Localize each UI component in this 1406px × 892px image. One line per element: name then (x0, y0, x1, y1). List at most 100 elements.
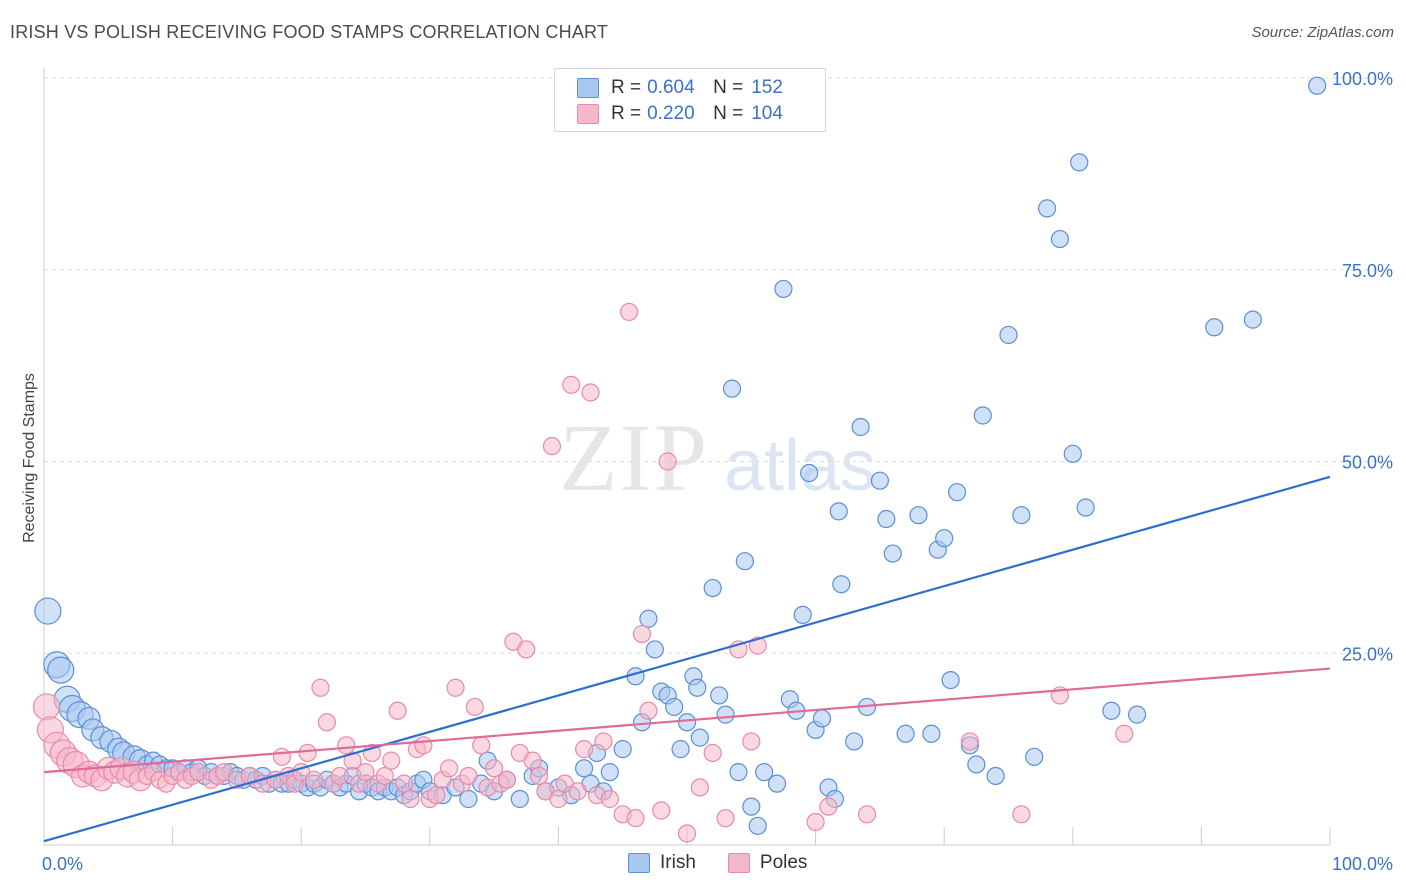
data-point (665, 697, 684, 717)
data-point (530, 766, 549, 786)
data-point (272, 747, 292, 766)
data-point (703, 743, 722, 763)
data-point (742, 797, 761, 816)
poles-points (32, 302, 1134, 843)
data-point (677, 824, 697, 843)
data-point (1308, 76, 1327, 95)
grid-lines (44, 77, 1392, 654)
data-point (829, 502, 848, 521)
data-point (652, 801, 671, 820)
data-point (1205, 318, 1224, 337)
r-label: R = (611, 77, 642, 98)
data-point (947, 483, 967, 502)
n-value: 104 (751, 103, 783, 124)
data-point (542, 437, 562, 456)
trend-lines (43, 475, 1331, 843)
data-point (439, 759, 459, 778)
x-tick-label: 0.0% (42, 854, 83, 874)
chart-title: IRISH VS POLISH RECEIVING FOOD STAMPS CO… (10, 22, 609, 42)
data-point (748, 816, 767, 835)
poles-swatch (577, 104, 599, 124)
data-point (716, 809, 735, 828)
data-point (941, 670, 960, 690)
r-value: 0.220 (647, 103, 695, 124)
data-point (755, 763, 774, 782)
data-point (304, 770, 324, 789)
data-point (967, 755, 986, 774)
data-point (812, 709, 832, 728)
data-point (1102, 701, 1121, 720)
legend-label-poles: Poles (759, 852, 808, 873)
data-point (549, 789, 568, 809)
n-label: N = (713, 103, 744, 124)
data-point (735, 552, 754, 571)
r-value: 0.604 (647, 77, 695, 98)
data-point (639, 701, 658, 720)
r-label: R = (611, 103, 642, 124)
n-label: N = (713, 77, 744, 98)
data-point (806, 812, 825, 832)
data-point (523, 751, 542, 770)
data-point (32, 693, 61, 721)
data-point (677, 713, 697, 732)
x-tick-label: 100.0% (1332, 854, 1393, 874)
data-point (767, 774, 787, 793)
tick-labels: 25.0% 50.0% 75.0% 100.0% 0.0% 100.0% (42, 69, 1393, 874)
data-point (671, 740, 690, 759)
n-value: 152 (751, 77, 783, 98)
data-point (973, 406, 992, 425)
data-point (485, 759, 504, 778)
data-point (1127, 705, 1147, 724)
data-point (845, 732, 864, 751)
data-point (414, 736, 433, 755)
data-point (34, 597, 62, 625)
data-point (1012, 805, 1031, 824)
data-point (472, 736, 491, 755)
data-point (896, 724, 915, 743)
data-point (427, 786, 446, 805)
data-point (600, 763, 619, 782)
legend-label-irish: Irish (660, 852, 696, 873)
data-point (568, 782, 587, 801)
data-point (401, 789, 420, 809)
data-point (922, 724, 941, 743)
data-point (800, 463, 819, 483)
data-point (382, 751, 401, 770)
data-point (311, 678, 330, 697)
data-point (832, 575, 851, 594)
data-point (851, 417, 870, 437)
data-point (645, 640, 664, 659)
data-point (742, 732, 761, 751)
legend-item-irish[interactable]: Irish (628, 852, 696, 874)
legend-item-poles[interactable]: Poles (727, 852, 808, 874)
data-point (909, 506, 928, 525)
y-tick-label: 75.0% (1342, 261, 1393, 281)
data-point (688, 678, 707, 697)
data-point (748, 636, 767, 655)
data-point (594, 732, 613, 751)
zipatlas-watermark: ZIP atlas (559, 404, 876, 511)
data-point (1076, 498, 1095, 517)
y-tick-label: 25.0% (1342, 644, 1393, 664)
irish-swatch (628, 853, 650, 873)
data-point (935, 529, 954, 548)
irish-trend-line (43, 475, 1331, 843)
data-point (1070, 153, 1089, 172)
data-point (1243, 310, 1262, 329)
data-point (510, 789, 529, 809)
data-point (999, 325, 1018, 345)
data-point (330, 766, 349, 786)
data-point (465, 697, 484, 717)
legend-row-irish: R = 0.604 N = 152 (577, 77, 817, 99)
legend-row-poles: R = 0.220 N = 104 (577, 103, 817, 125)
data-point (497, 770, 517, 789)
svg-text:ZIP: ZIP (559, 404, 709, 511)
y-tick-label: 50.0% (1342, 453, 1393, 473)
series-legend: Irish Poles (628, 852, 839, 874)
data-point (716, 705, 735, 724)
data-point (870, 471, 890, 490)
data-point (722, 379, 742, 398)
data-point (1115, 724, 1134, 743)
data-point (446, 678, 465, 697)
